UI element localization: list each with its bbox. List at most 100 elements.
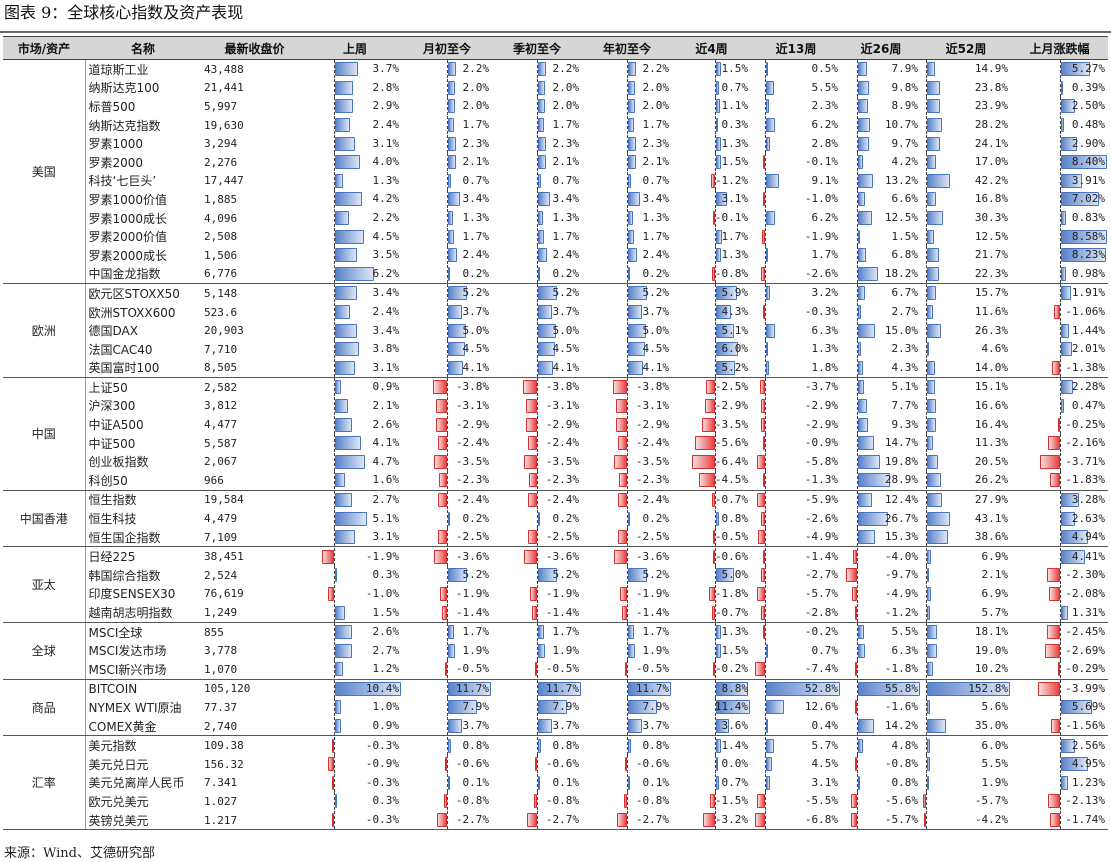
positive-bar [335, 323, 357, 338]
zero-axis [715, 717, 716, 735]
perf-cell: 4.0% [308, 153, 402, 172]
perf-cell: 52.8% [751, 679, 841, 698]
positive-bar [716, 62, 722, 77]
zero-axis [715, 134, 716, 153]
perf-value: 3.7% [552, 719, 580, 733]
negative-bar [763, 436, 765, 451]
perf-value: 5.5% [811, 80, 839, 94]
perf-cell: -1.8% [672, 584, 751, 604]
source-note: 来源：Wind、艾德研究部 [4, 846, 155, 861]
positive-bar [448, 511, 450, 526]
positive-bar [538, 775, 540, 790]
zero-axis [627, 679, 628, 698]
perf-value: 7.9% [891, 62, 919, 76]
perf-cell: 5.9% [672, 284, 751, 303]
positive-bar [628, 775, 630, 790]
positive-bar [858, 511, 888, 526]
table-row: 汇率 美元指数 109.38 -0.3% 0.8% 0.8% 0.8% 1.4% 5.7% 4.8… [3, 735, 1108, 831]
perf-cell: -6.8% [751, 810, 841, 831]
positive-bar [538, 360, 554, 375]
perf-value: 2.01% [1071, 342, 1105, 356]
positive-bar [628, 681, 671, 696]
perf-cell: 2.1% [921, 566, 1011, 585]
perf-value: 3.6% [721, 719, 749, 733]
positive-bar [927, 757, 930, 772]
positive-bar [927, 775, 929, 790]
negative-bar [756, 454, 765, 469]
perf-value: -4.0% [884, 549, 918, 563]
perf-value: 2.2% [642, 62, 670, 76]
perf-cell: -5.6% [841, 792, 921, 811]
zero-axis [334, 340, 335, 359]
positive-bar [716, 342, 738, 357]
zero-axis [765, 679, 766, 698]
zero-axis [1060, 78, 1061, 97]
perf-cell: -3.1% [402, 396, 492, 416]
perf-value: 0.2% [642, 266, 670, 280]
positive-bar [1061, 738, 1076, 753]
perf-value: -2.4% [455, 436, 489, 450]
perf-value: 5.69% [1071, 700, 1105, 714]
perf-value: 1.7% [462, 118, 490, 132]
perf-value: 7.02% [1071, 192, 1105, 206]
perf-cell: 6.0% [672, 340, 751, 359]
perf-value: -0.2% [804, 625, 838, 639]
table-header-row: 市场/资产 名称 最新收盘价 上周 月初至今 季初至今 年初至今 近4周 近13周 近26周 近52… [3, 36, 1108, 60]
perf-cell: 11.6% [921, 303, 1011, 322]
positive-bar [858, 286, 866, 301]
perf-cell: 0.2% [492, 509, 582, 528]
positive-bar [927, 454, 939, 469]
perf-value: 4.0% [372, 155, 400, 169]
perf-value: 9.3% [891, 417, 919, 431]
zero-axis [334, 227, 335, 246]
positive-bar [1061, 80, 1064, 95]
perf-cell: 5.7% [751, 736, 841, 755]
negative-bar [712, 266, 715, 281]
perf-cell: 7.9% [841, 60, 921, 79]
zero-axis [334, 698, 335, 717]
perf-cell: -4.0% [841, 547, 921, 566]
zero-axis [627, 509, 628, 528]
asset-name: 美元兑日元 [88, 757, 149, 772]
perf-cell: -4.9% [751, 527, 841, 548]
perf-value: 16.6% [974, 398, 1008, 412]
positive-bar [628, 155, 636, 170]
zero-axis [627, 490, 628, 509]
perf-value: -2.4% [635, 436, 669, 450]
zero-axis [537, 755, 538, 774]
perf-value: 1.3% [721, 625, 749, 639]
zero-axis [537, 340, 538, 359]
negative-bar [855, 605, 857, 620]
perf-cell: -2.8% [751, 603, 841, 623]
perf-cell: 5.2% [492, 284, 582, 303]
zero-axis [334, 134, 335, 153]
zero-axis [537, 78, 538, 97]
zero-axis [857, 452, 858, 471]
zero-axis [715, 547, 716, 566]
perf-cell: 0.9% [308, 716, 402, 737]
positive-bar [858, 173, 873, 188]
positive-bar [628, 342, 645, 357]
positive-bar [927, 80, 940, 95]
perf-cell: 3.7% [402, 303, 492, 322]
zero-axis [627, 415, 628, 434]
perf-cell: 2.0% [492, 97, 582, 116]
zero-axis [926, 452, 927, 471]
perf-value: 2.2% [372, 211, 400, 225]
perf-value: 0.2% [462, 511, 490, 525]
asset-name: 科创50 [85, 471, 201, 491]
positive-bar [538, 738, 541, 753]
positive-bar [628, 360, 644, 375]
negative-bar [531, 605, 537, 620]
perf-value: -1.9% [365, 549, 399, 563]
market-label: 全球 [3, 622, 86, 680]
perf-value: 3.7% [462, 719, 490, 733]
positive-bar [448, 229, 455, 244]
perf-value: 0.7% [811, 643, 839, 657]
zero-axis [537, 116, 538, 135]
zero-axis [537, 471, 538, 490]
negative-bar [763, 305, 765, 320]
negative-bar [614, 454, 627, 469]
zero-axis [447, 396, 448, 415]
zero-axis [334, 116, 335, 135]
